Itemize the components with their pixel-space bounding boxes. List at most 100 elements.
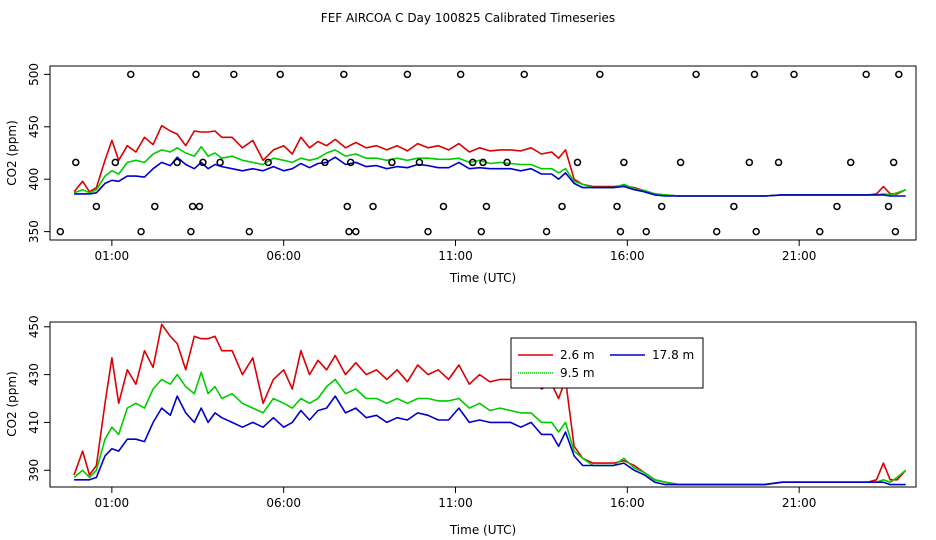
top-marker-56 xyxy=(833,202,841,211)
top-marker-0 xyxy=(56,227,65,236)
bottom-ytick-label-3: 450 xyxy=(27,315,41,338)
top-marker-6 xyxy=(151,202,159,211)
top-marker-24 xyxy=(369,202,377,211)
bottom-ytick-label-2: 430 xyxy=(27,363,41,386)
top-marker-49 xyxy=(730,202,738,211)
top-marker-45 xyxy=(657,202,666,211)
top-marker-46 xyxy=(676,158,685,167)
top-ytick-label-2: 450 xyxy=(27,115,41,138)
top-series xyxy=(73,124,907,197)
top-marker-18 xyxy=(321,158,329,167)
top-marker-61 xyxy=(891,227,900,236)
legend-label-17-8m: 17.8 m xyxy=(652,348,694,362)
top-ytick-label-0: 350 xyxy=(27,220,41,243)
top-ytick-label-3: 500 xyxy=(27,63,41,86)
legend-box xyxy=(510,337,704,389)
top-marker-53 xyxy=(774,158,783,167)
top-marker-19 xyxy=(340,70,348,79)
top-marker-22 xyxy=(346,158,355,167)
top-marker-41 xyxy=(613,202,621,211)
chart-title: FEF AIRCOA C Day 100825 Calibrated Times… xyxy=(321,11,615,25)
top-marker-27 xyxy=(415,158,424,167)
top-marker-54 xyxy=(790,70,798,79)
top-marker-57 xyxy=(846,158,855,167)
top-marker-2 xyxy=(92,202,101,211)
bottom-xtick-label-4: 21:00 xyxy=(782,496,817,510)
bottom-series xyxy=(73,323,907,486)
top-marker-38 xyxy=(558,202,566,211)
top-xtick-label-4: 21:00 xyxy=(782,249,817,263)
top-marker-29 xyxy=(439,202,448,211)
bottom-ytick-label-0: 390 xyxy=(27,459,41,482)
top-marker-33 xyxy=(479,158,487,167)
top-marker-36 xyxy=(520,70,528,79)
top-marker-50 xyxy=(745,158,754,167)
top-xtick-label-2: 11:00 xyxy=(438,249,473,263)
top-marker-15 xyxy=(245,227,254,236)
top-xtick-label-3: 16:00 xyxy=(610,249,645,263)
top-marker-10 xyxy=(192,70,200,79)
top-marker-25 xyxy=(388,158,396,167)
top-series-17-8-m xyxy=(74,156,906,197)
top-marker-62 xyxy=(895,70,903,79)
top-marker-44 xyxy=(642,227,650,236)
top-marker-42 xyxy=(616,227,625,236)
top-marker-47 xyxy=(692,70,700,79)
bottom-axes: 01:00 06:00 11:00 16:00 21:00 390 410 430 450 xyxy=(27,315,816,510)
top-marker-51 xyxy=(750,70,759,79)
bottom-series-2-6-m xyxy=(73,323,907,486)
top-marker-13 xyxy=(216,158,224,167)
legend-label-2-6m: 2.6 m xyxy=(560,348,595,362)
top-marker-20 xyxy=(343,202,352,211)
top-series-9-5-m xyxy=(73,145,906,197)
top-ylabel: CO2 (ppm) xyxy=(5,120,19,186)
top-marker-59 xyxy=(884,202,893,211)
top-marker-23 xyxy=(352,227,360,236)
top-marker-35 xyxy=(503,158,511,167)
top-marker-5 xyxy=(137,227,145,236)
top-marker-14 xyxy=(230,70,238,79)
bottom-xtick-label-1: 06:00 xyxy=(266,496,301,510)
top-marker-3 xyxy=(111,158,120,167)
bottom-series-9-5-m xyxy=(73,371,907,486)
top-marker-21 xyxy=(345,227,353,236)
top-plot-frame xyxy=(49,65,917,241)
top-xtick-label-0: 01:00 xyxy=(95,249,130,263)
top-marker-12 xyxy=(199,158,207,167)
bottom-xtick-label-2: 11:00 xyxy=(438,496,473,510)
top-marker-11 xyxy=(195,202,204,211)
top-marker-26 xyxy=(403,70,412,79)
top-panel: 01:00 06:00 11:00 16:00 21:00 350 400 450 500 Ti… xyxy=(5,63,917,285)
bottom-series-17-8-m xyxy=(74,395,906,486)
top-marker-55 xyxy=(816,227,824,236)
bottom-ytick-label-1: 410 xyxy=(27,411,41,434)
top-marker-8 xyxy=(187,227,195,236)
top-axes: 01:00 06:00 11:00 16:00 21:00 350 400 450 500 xyxy=(27,63,816,263)
top-marker-4 xyxy=(127,70,135,79)
top-markers xyxy=(56,70,903,236)
top-marker-43 xyxy=(620,158,628,167)
top-marker-31 xyxy=(468,158,477,167)
top-marker-9 xyxy=(188,202,197,211)
bottom-xlabel: Time (UTC) xyxy=(449,523,516,537)
top-xtick-label-1: 06:00 xyxy=(266,249,301,263)
top-marker-34 xyxy=(482,202,491,211)
top-marker-48 xyxy=(712,227,721,236)
top-marker-39 xyxy=(573,158,582,167)
top-ytick-label-1: 400 xyxy=(27,168,41,191)
top-marker-7 xyxy=(173,158,181,167)
bottom-panel: 01:00 06:00 11:00 16:00 21:00 390 410 430 450 Ti… xyxy=(5,315,917,537)
bottom-plot-frame xyxy=(49,321,917,488)
legend-label-9-5m: 9.5 m xyxy=(560,366,595,380)
top-marker-30 xyxy=(456,70,465,79)
top-marker-1 xyxy=(72,158,80,167)
bottom-xtick-label-3: 16:00 xyxy=(610,496,645,510)
top-marker-28 xyxy=(424,227,432,236)
top-marker-60 xyxy=(889,158,898,167)
bottom-xtick-label-0: 01:00 xyxy=(95,496,130,510)
top-marker-40 xyxy=(596,70,604,79)
top-marker-17 xyxy=(276,70,284,79)
top-marker-16 xyxy=(264,158,272,167)
top-marker-58 xyxy=(862,70,870,79)
